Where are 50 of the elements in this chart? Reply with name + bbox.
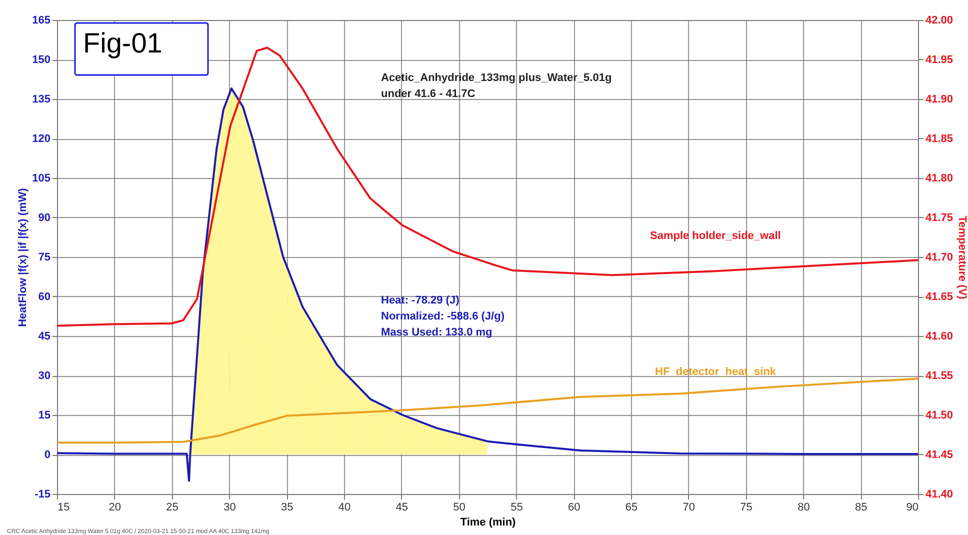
x-tick-label: 55 — [510, 502, 523, 514]
y2-tick-label: 41.85 — [926, 133, 954, 145]
y2-tick-label: 41.80 — [926, 172, 954, 184]
x-tick-label: 70 — [682, 502, 696, 514]
x-tick-label: 50 — [453, 502, 466, 514]
y2-tick-label: 41.60 — [926, 330, 954, 342]
x-tick-label: 80 — [798, 502, 810, 514]
y-tick-label: 30 — [38, 370, 50, 382]
x-tick-label: 20 — [108, 502, 122, 514]
y2-tick-label: 41.45 — [926, 449, 954, 461]
y-tick-label: 135 — [32, 94, 50, 106]
y2-tick-label: 42.00 — [926, 14, 954, 26]
x-axis-title: Time (min) — [460, 516, 516, 528]
y-axis-title: HeatFlow |f(x) |if |f(x) (mW) — [17, 188, 30, 327]
y-tick-label: 90 — [38, 212, 50, 224]
y2-tick-label: 41.90 — [926, 94, 954, 106]
x-tick-label: 60 — [568, 502, 580, 514]
x-tick-label: 25 — [166, 502, 178, 514]
y-tick-label: 105 — [32, 172, 50, 184]
y2-tick-label: 41.95 — [926, 54, 954, 66]
x-tick-label: 40 — [338, 502, 351, 514]
x-tick-label: 45 — [396, 502, 408, 514]
y-tick-label: 120 — [32, 133, 50, 145]
y-tick-label: 75 — [38, 252, 50, 264]
annotation: Acetic_Anhydride_133mg plus_Water_5.01g under 41.6 - 41.7C — [381, 72, 612, 100]
y2-tick-label: 41.75 — [926, 212, 954, 224]
text: Sample holder_side_wall — [650, 230, 781, 242]
y-tick-label: 45 — [38, 330, 50, 342]
y2-axis-title: Temperature (V) — [956, 216, 968, 300]
y2-tick-label: 41.65 — [926, 291, 954, 303]
y-tick-label: 0 — [44, 449, 50, 461]
x-tick-label: 35 — [280, 502, 294, 514]
annotation: Heat: -78.29 (J) Normalized: -588.6 (J/g) Mass Used: 133.0 mg — [381, 294, 505, 338]
x-tick-label: 90 — [906, 502, 918, 514]
y-tick-label: 165 — [32, 14, 50, 26]
x-tick-label: 30 — [224, 502, 236, 514]
x-tick-label: 85 — [854, 502, 868, 514]
series-label: HF_detector_heat_sink — [655, 366, 777, 378]
y2-tick-label: 41.70 — [926, 252, 954, 264]
y-tick-label: 60 — [38, 291, 50, 303]
y2-tick-label: 41.50 — [926, 410, 954, 422]
y-tick-label: 150 — [32, 54, 50, 66]
y2-tick-label: 41.55 — [926, 370, 954, 382]
x-tick-label: 65 — [625, 502, 638, 514]
y-tick-label: 15 — [38, 410, 50, 422]
annotation: Fig-01 — [83, 28, 162, 59]
y-tick-label: -15 — [34, 488, 50, 500]
x-tick-label: 15 — [58, 502, 70, 514]
y2-tick-label: 41.40 — [926, 488, 954, 500]
x-tick-label: 75 — [740, 502, 752, 514]
